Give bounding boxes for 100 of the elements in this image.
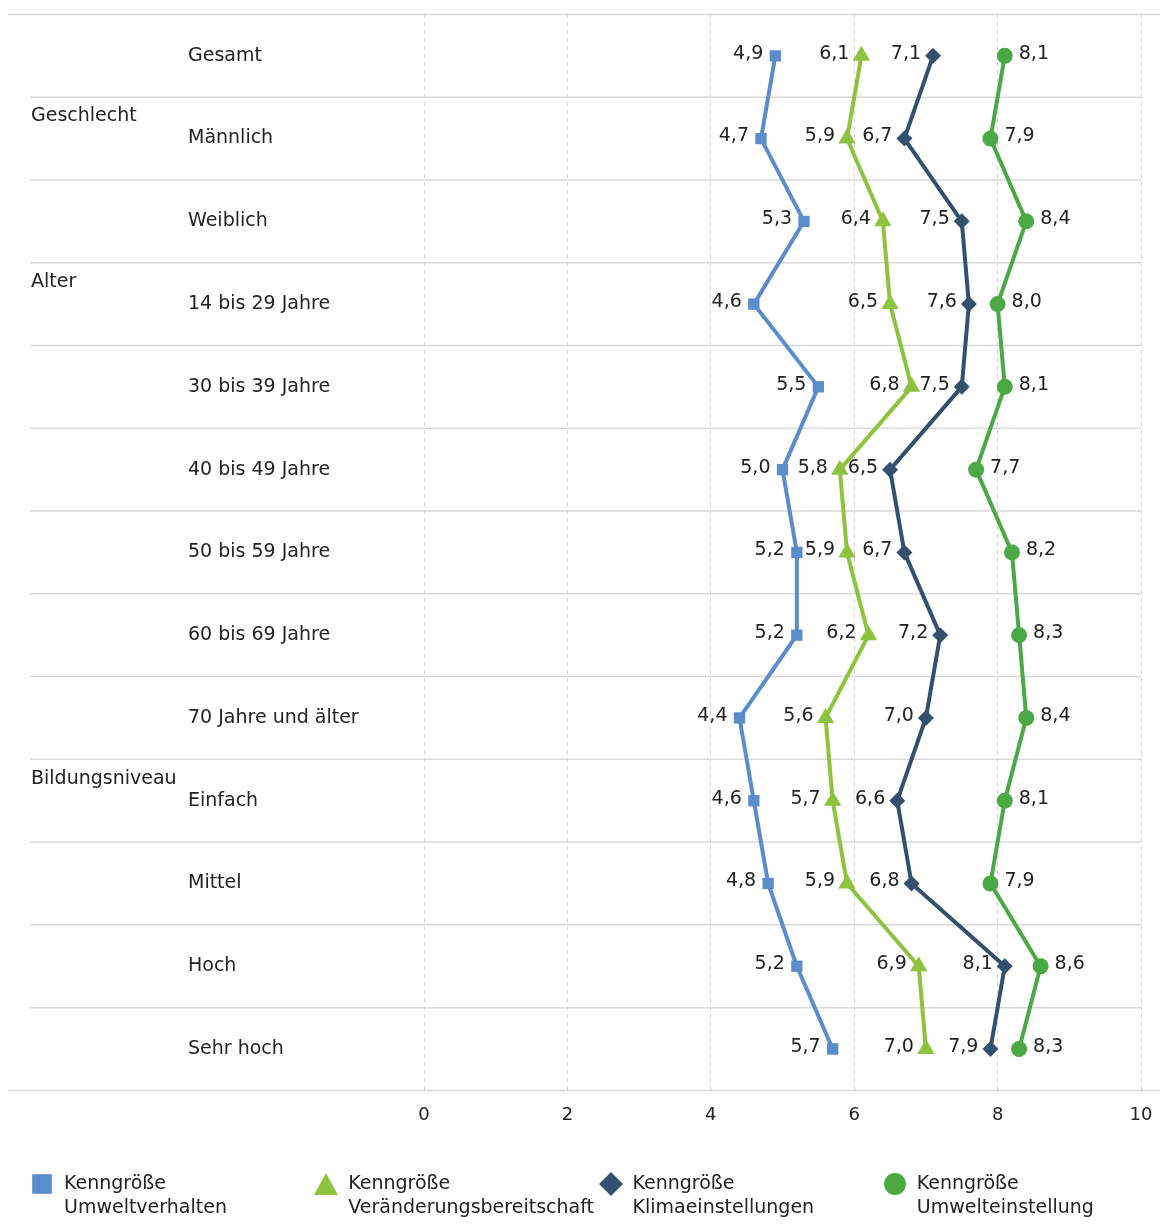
point [896, 130, 913, 147]
point [917, 709, 934, 726]
data-label: 8,1 [1018, 371, 1049, 394]
y-tick-label: Gesamt [188, 42, 262, 65]
data-label: 7,5 [919, 371, 950, 394]
data-label: 7,1 [890, 40, 922, 63]
data-label: 7,5 [919, 206, 950, 229]
point [748, 298, 760, 310]
point [791, 629, 803, 641]
data-label: 5,5 [776, 371, 807, 394]
data-label: 5,7 [790, 1033, 821, 1056]
point [968, 461, 985, 478]
point [827, 1043, 839, 1055]
point [896, 544, 913, 561]
point [881, 294, 899, 310]
data-label: 5,0 [740, 454, 771, 477]
data-label: 5,3 [761, 206, 793, 229]
data-label: 7,0 [883, 1033, 914, 1056]
point [982, 875, 999, 892]
point [996, 958, 1013, 975]
data-label: 6,8 [869, 371, 900, 394]
text: Alter [31, 269, 77, 292]
data-label: 7,7 [990, 454, 1021, 477]
data-label: 8,2 [1025, 537, 1057, 560]
data-label: 6,7 [862, 537, 893, 560]
y-tick-label: Sehr hoch [188, 1035, 284, 1058]
point [791, 960, 803, 972]
y-tick-label: 60 bis 69 Jahre [188, 622, 331, 645]
data-label: 6,6 [855, 785, 886, 808]
text: Geschlecht [31, 103, 137, 126]
y-tick-label: Einfach [188, 787, 259, 810]
point [982, 1041, 999, 1058]
point [812, 381, 825, 393]
data-label: 6,8 [869, 868, 900, 891]
point [953, 213, 970, 230]
data-label: 5,8 [797, 454, 828, 477]
point [889, 792, 906, 809]
data-label: 4,4 [697, 702, 728, 725]
data-label: 8,1 [1018, 785, 1049, 808]
data-label: 8,0 [1011, 289, 1042, 312]
y-tick-label: 14 bis 29 Jahre [188, 291, 331, 314]
y-tick-label: Mittel [188, 870, 242, 893]
y-tick-label: Männlich [188, 125, 274, 148]
data-label: 8,1 [962, 951, 993, 974]
point [769, 50, 781, 62]
data-label: 8,3 [1033, 1033, 1064, 1056]
point [982, 130, 999, 147]
data-label: 8,3 [1033, 620, 1064, 643]
point [1032, 958, 1049, 975]
point [798, 215, 810, 227]
data-label: 6,7 [862, 123, 893, 146]
point [776, 463, 789, 476]
data-label: 5,2 [754, 620, 785, 643]
data-label: 7,6 [926, 289, 957, 312]
data-label: 6,5 [847, 289, 879, 312]
x-tick-label: 2 [561, 1102, 574, 1124]
legend-label: Kenngröße Klimaeinstellungen [632, 1170, 816, 1218]
point [960, 296, 977, 313]
data-label: 6,5 [847, 454, 879, 477]
data-label: 5,6 [783, 702, 814, 725]
data-label: 4,7 [718, 123, 749, 146]
point [996, 792, 1013, 809]
data-label: 5,9 [804, 537, 836, 560]
point [791, 546, 803, 559]
point [917, 1039, 935, 1055]
y-tick-label: 40 bis 49 Jahre [188, 456, 331, 479]
legend-label: Kenngröße Umweltverhalten [64, 1170, 228, 1218]
data-label: 7,0 [883, 702, 914, 725]
data-label: 5,9 [804, 123, 836, 146]
legend-label: Kenngröße Veränderungsbereitschaft [348, 1170, 595, 1218]
data-label: 5,2 [754, 537, 785, 560]
y-tick-label: 70 Jahre und älter [188, 704, 359, 727]
data-label: 4,8 [725, 868, 757, 891]
data-label: 7,9 [948, 1033, 979, 1056]
point [748, 795, 760, 807]
data-label: 6,9 [876, 951, 907, 974]
legend-label: Kenngröße Umwelteinstellung [916, 1170, 1095, 1218]
data-label: 7,9 [1004, 123, 1035, 146]
point [733, 712, 746, 724]
y-tick-label: 30 bis 39 Jahre [188, 373, 331, 396]
point [1011, 627, 1028, 644]
data-label: 5,9 [804, 868, 836, 891]
point [996, 47, 1013, 64]
point [996, 378, 1013, 395]
point [882, 461, 899, 478]
data-label: 4,6 [711, 289, 742, 312]
text: Bildungsniveau [31, 765, 177, 788]
point [1018, 213, 1035, 230]
data-label: 4,6 [711, 785, 742, 808]
data-label: 5,7 [790, 785, 821, 808]
data-label: 7,9 [1004, 868, 1035, 891]
x-tick-label: 6 [848, 1102, 860, 1124]
point [1003, 544, 1020, 561]
data-label: 6,1 [819, 40, 850, 63]
data-label: 7,2 [898, 620, 929, 643]
data-label: 8,1 [1018, 40, 1049, 63]
x-tick-label: 10 [1129, 1102, 1153, 1124]
x-tick-label: 0 [418, 1102, 430, 1124]
point [989, 296, 1006, 313]
data-label: 5,2 [754, 951, 785, 974]
